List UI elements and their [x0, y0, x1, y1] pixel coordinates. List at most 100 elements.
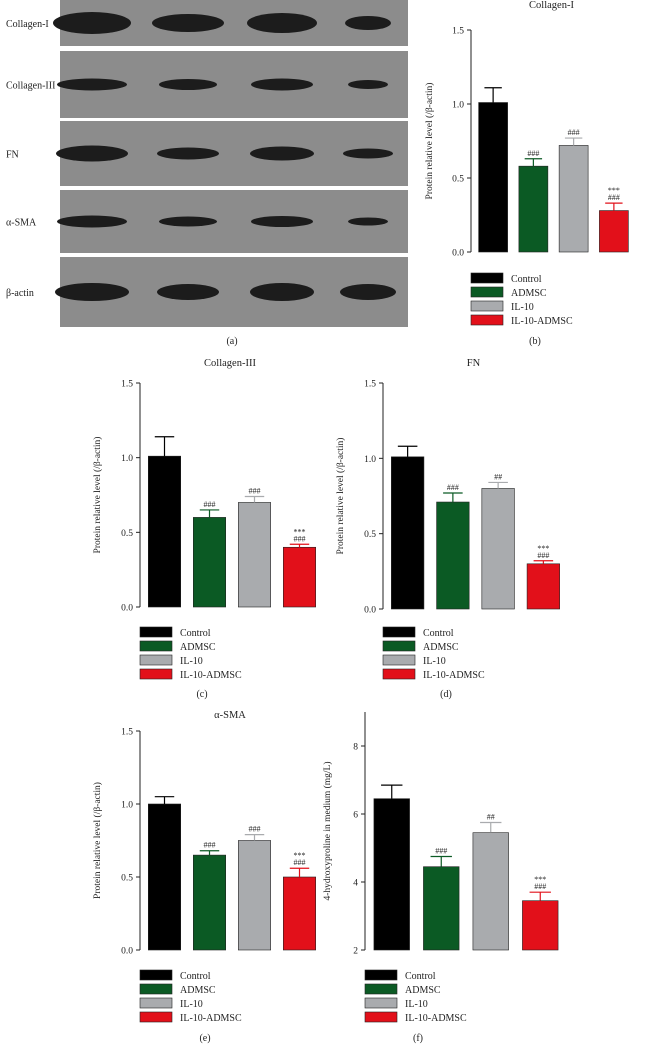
blot-band [53, 12, 131, 34]
y-tick-label: 0.5 [364, 530, 376, 540]
legend-swatch [470, 314, 504, 326]
panel-caption-c: (c) [196, 689, 207, 700]
panel-caption-f: (f) [413, 1033, 423, 1044]
y-tick-label: 0.0 [121, 604, 133, 614]
western-blot-panel: Collagen-I Collagen-III FN α-SMA β-actin (a) [6, 0, 408, 347]
legend-label: Control [180, 971, 211, 982]
panel-caption-b: (b) [529, 336, 541, 347]
y-tick-label: 0.0 [121, 947, 133, 957]
significance-label: *** [608, 186, 620, 195]
blot-band [55, 283, 129, 301]
blot-band [343, 148, 393, 159]
legend: Control ADMSC IL-10 IL-10-ADMSC [382, 626, 485, 681]
significance-label: ## [494, 472, 502, 481]
chart-panel-c: Collagen-III 0.0 0.5 1.0 1.5 Protein relative… [92, 358, 316, 700]
significance-label: *** [294, 851, 306, 860]
y-tick-label: 1.0 [364, 455, 376, 465]
chart-panel-b: Collagen-I 0.0 0.5 1.0 1.5 Protein relative l… [424, 0, 629, 347]
legend-label: Control [405, 971, 436, 982]
legend: Control ADMSC IL-10 IL-10-ADMSC [139, 969, 242, 1024]
legend: Control ADMSC IL-10 IL-10-ADMSC [364, 969, 467, 1024]
blot-row-label: α-SMA [6, 218, 37, 229]
bar-admsc [423, 866, 460, 951]
y-axis-label: Protein relative level (/β-actin) [424, 83, 435, 200]
legend-label: IL-10-ADMSC [423, 670, 485, 681]
blot-band [56, 145, 128, 162]
legend-swatch [364, 983, 398, 995]
bar-admsc [193, 517, 227, 608]
y-tick-label: 0.5 [121, 529, 133, 539]
panel-caption-e: (e) [199, 1033, 210, 1044]
significance-label: ### [447, 483, 459, 492]
legend-swatch [139, 997, 173, 1009]
bar-chart-panels: Collagen-I 0.0 0.5 1.0 1.5 Protein relative l… [92, 0, 629, 1044]
y-tick-label: 1.5 [364, 380, 376, 390]
bar-admsc [193, 854, 227, 951]
legend-label: IL-10-ADMSC [405, 1013, 467, 1024]
significance-label: ### [537, 551, 549, 560]
blot-row: β-actin [6, 257, 408, 327]
y-tick-label: 1.5 [121, 380, 133, 390]
blot-band [247, 13, 317, 33]
bar-control [478, 102, 508, 253]
legend-swatch [382, 640, 416, 652]
legend-label: IL-10 [423, 656, 446, 667]
legend-swatch [364, 997, 398, 1009]
y-tick-label: 0.5 [452, 175, 464, 185]
blot-row: Collagen-III [6, 51, 408, 118]
bar-control [391, 456, 425, 610]
legend-label: Control [180, 628, 211, 639]
legend-label: IL-10 [405, 999, 428, 1010]
significance-label: ### [249, 486, 261, 495]
legend-label: IL-10-ADMSC [180, 670, 242, 681]
blot-band [159, 79, 217, 90]
blot-band [159, 216, 217, 227]
blot-band [348, 217, 388, 226]
significance-label: *** [537, 544, 549, 553]
y-axis-label: 4-hydroxyproline in medium (mg/L) [322, 761, 333, 900]
legend-label: IL-10-ADMSC [511, 316, 573, 327]
legend-label: IL-10 [180, 999, 203, 1010]
bar-il-10-admsc [282, 876, 316, 951]
legend-label: ADMSC [405, 985, 441, 996]
legend-swatch [382, 668, 416, 680]
bar-il-10-admsc [282, 546, 316, 608]
blot-band [57, 78, 127, 91]
blot-band [250, 146, 314, 161]
legend-label: ADMSC [423, 642, 459, 653]
legend-label: IL-10 [180, 656, 203, 667]
significance-label: ### [294, 534, 306, 543]
legend-label: ADMSC [511, 288, 547, 299]
legend-swatch [139, 640, 173, 652]
significance-label: ### [294, 858, 306, 867]
legend-label: ADMSC [180, 985, 216, 996]
blot-row: Collagen-I [6, 0, 408, 46]
significance-label: ### [534, 882, 546, 891]
blot-band [152, 14, 224, 32]
bar-control [148, 455, 182, 608]
legend: Control ADMSC IL-10 IL-10-ADMSC [139, 626, 242, 681]
legend-swatch [139, 983, 173, 995]
bar-il-10 [481, 488, 515, 610]
y-tick-label: 0.5 [121, 874, 133, 884]
y-tick-label: 0.0 [452, 249, 464, 259]
chart-title: Collagen-I [529, 0, 574, 11]
legend-swatch [470, 286, 504, 298]
legend-swatch [139, 969, 173, 981]
significance-label: ### [568, 128, 580, 137]
bar-il-10 [472, 832, 509, 951]
legend-swatch [470, 300, 504, 312]
blot-band [348, 80, 388, 89]
chart-title: Collagen-III [204, 358, 256, 369]
legend-label: IL-10 [511, 302, 534, 313]
legend-label: Control [423, 628, 454, 639]
blot-band [157, 284, 219, 300]
y-tick-label: 1.5 [121, 728, 133, 738]
bar-il-10-admsc [599, 210, 629, 253]
significance-label: ### [204, 500, 216, 509]
blot-row: α-SMA [6, 190, 408, 253]
chart-panel-e: α-SMA 0.0 0.5 1.0 1.5 Protein relative level … [92, 710, 316, 1044]
y-tick-label: 0.0 [364, 606, 376, 616]
y-tick-label: 2 [353, 947, 358, 957]
